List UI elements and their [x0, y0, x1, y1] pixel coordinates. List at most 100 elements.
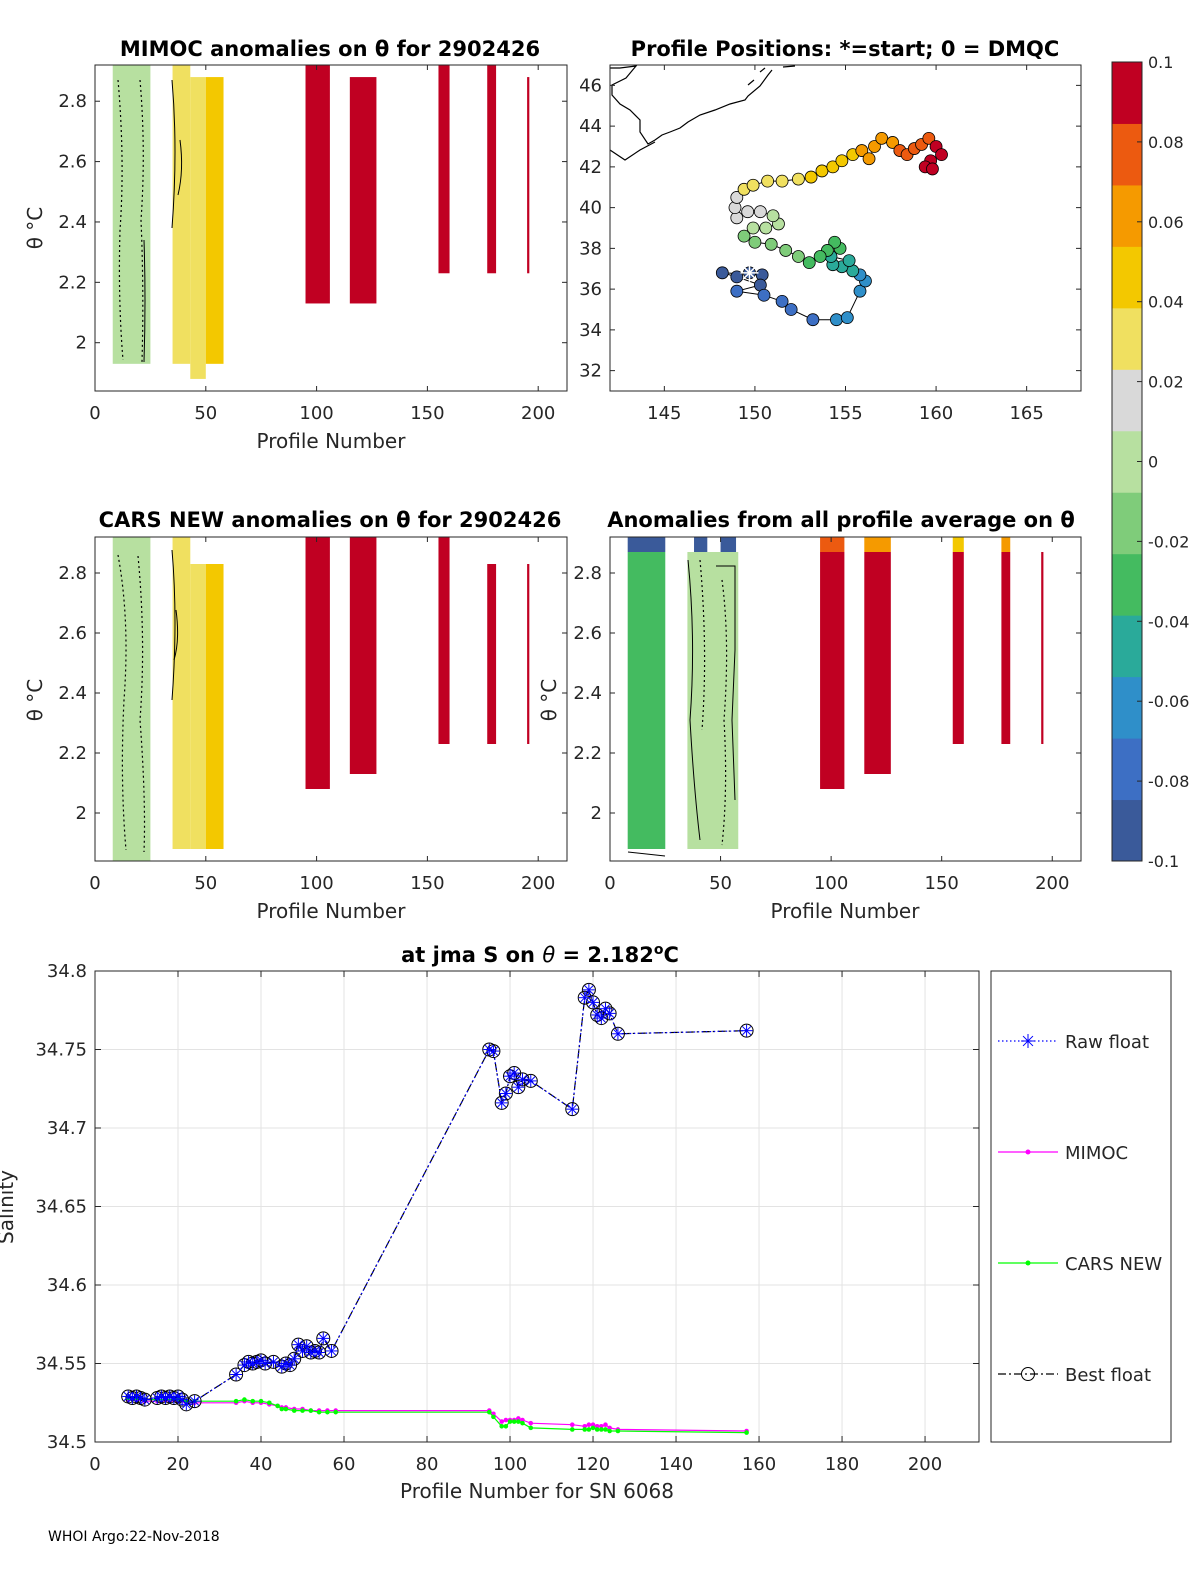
series-point — [267, 1400, 272, 1406]
series-point — [233, 1398, 239, 1404]
legend-item-mimoc: MIMOC — [998, 1143, 1128, 1164]
x-tick-label: 145 — [647, 403, 681, 424]
mimoc-heatmap — [112, 65, 530, 379]
x-tick-label: 140 — [659, 1454, 693, 1475]
cars-x-ticks: 0 50 100 150 200 — [89, 537, 555, 894]
colorbar-swatch — [1112, 799, 1142, 862]
salinity-y-label: Salinity — [0, 1170, 18, 1244]
x-tick-label: 100 — [493, 1454, 527, 1475]
series-line — [127, 988, 747, 1406]
average-axes-frame — [609, 536, 1082, 862]
cars-y-ticks: 2 2.2 2.4 2.6 2.8 — [58, 563, 567, 824]
average-x-ticks: 0 50 100 150 200 — [604, 537, 1069, 894]
colorbar-swatch — [1112, 184, 1142, 247]
series-point — [594, 1011, 609, 1026]
series-point — [316, 1409, 322, 1415]
salinity-grid — [94, 970, 979, 1443]
mimoc-block-0 — [112, 65, 151, 364]
profile-position-point — [842, 254, 856, 268]
series-point — [565, 1102, 580, 1117]
y-tick-label: 34.65 — [35, 1197, 87, 1218]
x-tick-label: 50 — [709, 873, 732, 894]
series-point — [586, 1427, 592, 1432]
series-point — [138, 1393, 151, 1406]
mimoc-block-6 — [438, 65, 450, 274]
legend-items: Raw float MIMOC CARS NEW Best float — [998, 1032, 1162, 1386]
series-point — [325, 1344, 338, 1357]
profile-position-point — [737, 229, 751, 243]
cars-block-2 — [190, 564, 206, 849]
profile-position-point — [715, 266, 729, 280]
profile-position-point — [806, 313, 820, 327]
profile-position-point — [775, 294, 789, 308]
y-tick-label: 34.75 — [35, 1040, 87, 1061]
legend-label: Best float — [1065, 1365, 1151, 1386]
series-point — [491, 1414, 496, 1420]
y-tick-label: 2.8 — [573, 563, 602, 584]
profile-positions-panel: Profile Positions: *=start; 0 = DMQC 145… — [579, 37, 1082, 424]
series-point — [242, 1397, 247, 1402]
profile-position-point — [730, 284, 744, 298]
y-tick-label: 42 — [579, 157, 602, 178]
series-point — [744, 1430, 749, 1435]
series-point — [486, 1409, 492, 1415]
x-tick-label: 150 — [925, 873, 959, 894]
average-contours — [627, 559, 736, 857]
colorbar-swatch — [1112, 246, 1142, 309]
cars-heatmap — [112, 537, 530, 861]
x-tick-label: 150 — [738, 403, 772, 424]
avg-block-4 — [720, 537, 737, 552]
x-tick-label: 200 — [521, 403, 555, 424]
colorbar-tick-label: 0 — [1148, 453, 1158, 472]
colorbar-ticks: 0.1 0.08 0.06 0.04 0.02 0 -0.02 -0.04 -0.06 -0.08… — [1137, 53, 1189, 871]
series-point — [740, 1024, 753, 1037]
y-tick-label: 2.2 — [58, 272, 87, 293]
series-point — [582, 983, 595, 996]
positions-panel-title: Profile Positions: *=start; 0 = DMQC — [631, 37, 1060, 61]
y-tick-label: 2.2 — [573, 743, 602, 764]
profile-position-point — [764, 237, 778, 251]
colorbar-tick-label: 0.04 — [1148, 293, 1184, 312]
cars-block-8 — [527, 564, 530, 744]
profile-position-point — [935, 148, 948, 162]
legend-item-best-float: Best float — [998, 1365, 1151, 1386]
positions-x-ticks: 145 150 155 160 165 — [647, 65, 1044, 424]
mimoc-x-ticks: 0 50 100 150 200 — [89, 65, 555, 424]
cars-block-6 — [438, 537, 450, 744]
series-point — [508, 1067, 521, 1080]
series-point — [516, 1073, 529, 1086]
series-point — [267, 1355, 280, 1368]
profile-position-point — [759, 221, 773, 235]
salinity-panel-title: at jma S on θ = 2.182oC — [401, 942, 679, 967]
y-tick-label: 34.7 — [47, 1118, 87, 1139]
y-tick-label: 2.2 — [58, 743, 87, 764]
colorbar-swatch — [1112, 123, 1142, 186]
cars-x-label: Profile Number — [257, 899, 407, 923]
series-point — [607, 1428, 612, 1434]
y-tick-label: 46 — [579, 75, 602, 96]
series-point — [258, 1398, 264, 1404]
profile-position-point — [792, 250, 805, 263]
coastline — [609, 65, 796, 161]
avg-block-2 — [687, 552, 739, 849]
series-point — [291, 1408, 297, 1413]
y-tick-label: 2.8 — [58, 91, 87, 112]
series-point — [495, 1096, 508, 1109]
x-tick-label: 160 — [919, 403, 953, 424]
profile-position-point — [826, 160, 840, 174]
y-tick-label: 44 — [579, 116, 602, 137]
colorbar-swatch — [1112, 738, 1142, 801]
series-point — [499, 1087, 512, 1100]
mimoc-axes-frame — [94, 64, 568, 392]
profile-position-point — [784, 303, 798, 316]
series-point — [188, 1395, 201, 1408]
profile-position-point — [813, 250, 827, 263]
y-tick-label: 32 — [579, 361, 602, 382]
profile-position-point — [815, 164, 829, 178]
y-tick-label: 2.6 — [58, 152, 87, 173]
series-line — [128, 1399, 747, 1432]
series-point — [300, 1408, 305, 1413]
series-point — [599, 1427, 604, 1432]
series-point — [333, 1409, 339, 1415]
